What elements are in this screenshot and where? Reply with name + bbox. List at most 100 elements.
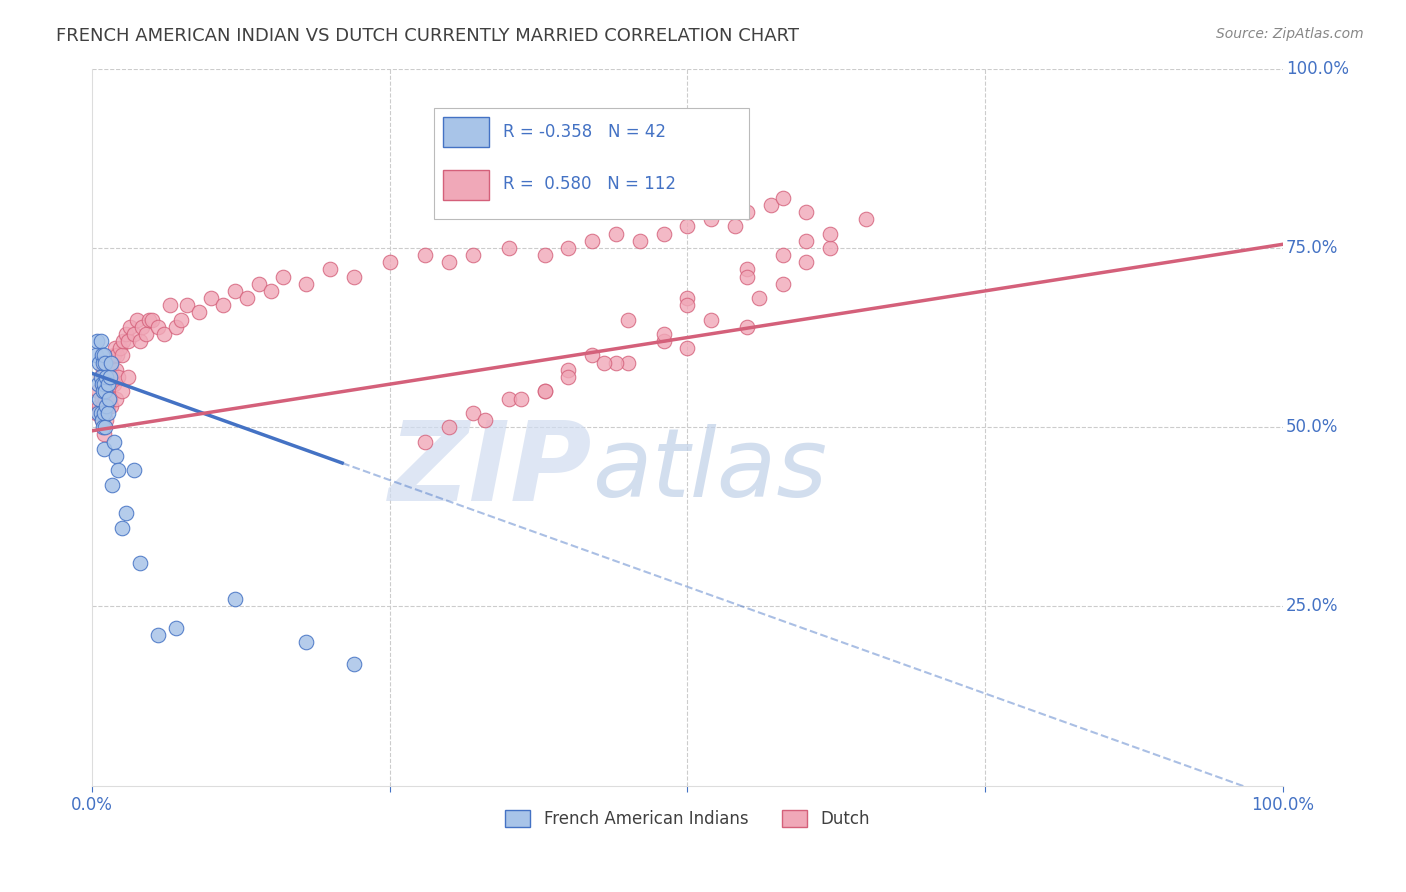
Point bbox=[176, 298, 198, 312]
Point bbox=[748, 291, 770, 305]
Point bbox=[676, 219, 699, 234]
Point bbox=[91, 384, 114, 399]
Point bbox=[509, 392, 531, 406]
Point bbox=[772, 277, 794, 291]
Point bbox=[617, 312, 640, 326]
Point bbox=[103, 434, 125, 449]
Point bbox=[89, 370, 111, 384]
Point bbox=[101, 370, 124, 384]
Point bbox=[735, 205, 758, 219]
FancyBboxPatch shape bbox=[434, 108, 749, 219]
Point bbox=[111, 384, 134, 399]
Point bbox=[676, 298, 699, 312]
Point bbox=[89, 370, 111, 384]
Point bbox=[89, 334, 111, 348]
Point bbox=[498, 241, 520, 255]
Point bbox=[93, 370, 115, 384]
Point bbox=[617, 356, 640, 370]
Point bbox=[94, 392, 117, 406]
Point bbox=[593, 356, 616, 370]
Point bbox=[131, 319, 153, 334]
Point bbox=[93, 349, 115, 363]
Point bbox=[120, 319, 142, 334]
Point bbox=[628, 234, 651, 248]
Point bbox=[796, 255, 818, 269]
Point bbox=[581, 349, 603, 363]
Point bbox=[260, 284, 283, 298]
Point bbox=[90, 392, 112, 406]
Point bbox=[676, 291, 699, 305]
Point bbox=[93, 406, 115, 420]
Point bbox=[439, 255, 461, 269]
Point bbox=[90, 413, 112, 427]
Point bbox=[165, 621, 187, 635]
Point bbox=[605, 356, 627, 370]
Point bbox=[581, 234, 603, 248]
Point bbox=[343, 657, 366, 671]
Point bbox=[224, 592, 246, 607]
Point bbox=[319, 262, 342, 277]
Point bbox=[735, 269, 758, 284]
Point bbox=[97, 370, 120, 384]
Point bbox=[415, 434, 437, 449]
Point bbox=[605, 227, 627, 241]
Point bbox=[128, 557, 150, 571]
Point bbox=[94, 420, 117, 434]
Point bbox=[772, 191, 794, 205]
Point bbox=[146, 319, 169, 334]
Point bbox=[101, 477, 124, 491]
Point bbox=[224, 284, 246, 298]
Point bbox=[96, 399, 118, 413]
Point bbox=[461, 248, 484, 262]
Point bbox=[98, 370, 121, 384]
Point bbox=[89, 392, 111, 406]
Point bbox=[128, 334, 150, 348]
Point bbox=[112, 334, 135, 348]
Point bbox=[533, 248, 555, 262]
Point bbox=[557, 241, 579, 255]
Point bbox=[96, 370, 118, 384]
Point bbox=[724, 219, 747, 234]
Point bbox=[141, 312, 163, 326]
Point bbox=[90, 413, 112, 427]
Text: 50.0%: 50.0% bbox=[1286, 418, 1339, 436]
Point bbox=[676, 341, 699, 355]
Point bbox=[818, 241, 841, 255]
Point bbox=[107, 463, 129, 477]
Text: R = -0.358   N = 42: R = -0.358 N = 42 bbox=[503, 123, 666, 141]
Point bbox=[91, 363, 114, 377]
Point bbox=[135, 326, 157, 341]
Point bbox=[94, 356, 117, 370]
Point bbox=[97, 392, 120, 406]
Point bbox=[117, 334, 139, 348]
Point bbox=[159, 298, 181, 312]
Text: 25.0%: 25.0% bbox=[1286, 598, 1339, 615]
Point bbox=[91, 420, 114, 434]
Point bbox=[117, 370, 139, 384]
Text: atlas: atlas bbox=[592, 424, 827, 516]
Point bbox=[104, 341, 127, 355]
Point bbox=[90, 377, 112, 392]
Point bbox=[104, 449, 127, 463]
Point bbox=[247, 277, 270, 291]
Point bbox=[111, 349, 134, 363]
Point bbox=[103, 349, 125, 363]
Point bbox=[93, 427, 115, 442]
Point bbox=[105, 349, 128, 363]
Point bbox=[107, 370, 129, 384]
Point bbox=[652, 227, 675, 241]
Point bbox=[533, 384, 555, 399]
Point bbox=[498, 392, 520, 406]
Point bbox=[97, 377, 120, 392]
Point bbox=[200, 291, 222, 305]
Point bbox=[378, 255, 401, 269]
Point bbox=[98, 356, 121, 370]
Point bbox=[111, 520, 134, 534]
Point bbox=[97, 406, 120, 420]
Point bbox=[415, 248, 437, 262]
Point bbox=[104, 363, 127, 377]
Point bbox=[103, 377, 125, 392]
Point bbox=[89, 406, 111, 420]
Text: Source: ZipAtlas.com: Source: ZipAtlas.com bbox=[1216, 27, 1364, 41]
Point bbox=[93, 377, 115, 392]
